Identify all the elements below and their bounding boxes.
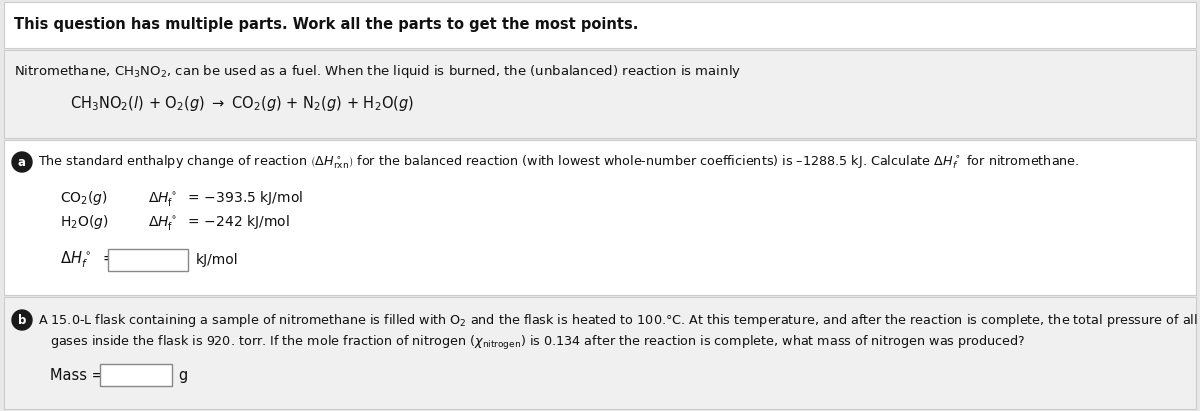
Bar [4,50,1196,138]
Text: gases inside the flask is 920. torr. If the mole fraction of nitrogen ($\chi_{\m: gases inside the flask is 920. torr. If … [50,334,1026,352]
Text: $\Delta H^\circ_\mathrm{f}$  = $-$393.5 kJ/mol: $\Delta H^\circ_\mathrm{f}$ = $-$393.5 k… [148,189,304,208]
Text: kJ/mol: kJ/mol [196,253,239,267]
Text: $\Delta H^\circ_f$  =: $\Delta H^\circ_f$ = [60,250,115,270]
Text: The standard enthalpy change of reaction $\left(\Delta H^\circ_{\mathrm{rxn}}\ri: The standard enthalpy change of reaction… [38,153,1080,171]
Circle shape [12,310,32,330]
Text: g: g [178,367,187,383]
Text: H$_2$O($g$): H$_2$O($g$) [60,213,108,231]
Text: Nitromethane, CH$_3$NO$_2$, can be used as a fuel. When the liquid is burned, th: Nitromethane, CH$_3$NO$_2$, can be used … [14,62,742,79]
Text: Mass =: Mass = [50,367,103,383]
Bar [4,2,1196,48]
Circle shape [12,152,32,172]
Text: This question has multiple parts. Work all the parts to get the most points.: This question has multiple parts. Work a… [14,18,638,32]
Bar [4,297,1196,409]
Text: CO$_2$($g$): CO$_2$($g$) [60,189,108,207]
Text: b: b [18,314,26,326]
Bar [4,140,1196,295]
Text: $\Delta H^\circ_\mathrm{f}$  = $-$242 kJ/mol: $\Delta H^\circ_\mathrm{f}$ = $-$242 kJ/… [148,212,290,231]
Text: CH$_3$NO$_2$($l$) + O$_2$($g$) $\rightarrow$ CO$_2$($g$) + N$_2$($g$) + H$_2$O($: CH$_3$NO$_2$($l$) + O$_2$($g$) $\rightar… [70,93,414,113]
Bar [100,364,172,386]
Bar [108,249,188,271]
Text: A 15.0-L flask containing a sample of nitromethane is filled with O$_2$ and the : A 15.0-L flask containing a sample of ni… [38,312,1200,328]
Text: a: a [18,155,26,169]
